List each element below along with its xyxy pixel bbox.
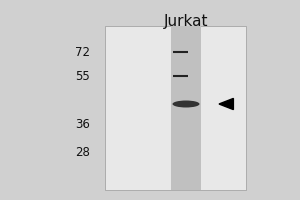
- Ellipse shape: [172, 100, 200, 108]
- Text: 28: 28: [75, 146, 90, 158]
- FancyBboxPatch shape: [171, 26, 201, 190]
- Text: 36: 36: [75, 117, 90, 130]
- Text: Jurkat: Jurkat: [164, 14, 208, 29]
- Polygon shape: [219, 98, 233, 110]
- Text: 55: 55: [75, 70, 90, 82]
- FancyBboxPatch shape: [105, 26, 246, 190]
- Text: 72: 72: [75, 46, 90, 58]
